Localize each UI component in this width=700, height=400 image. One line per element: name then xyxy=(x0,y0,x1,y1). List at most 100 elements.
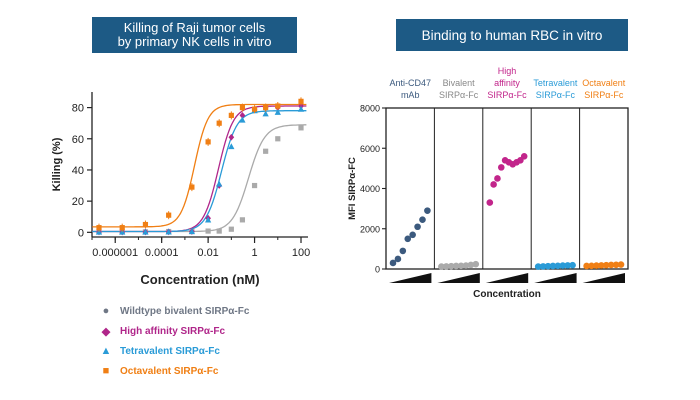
data-point xyxy=(490,181,497,188)
x-tick-label: 0.0001 xyxy=(145,247,179,259)
y-axis-label: Killing (%) xyxy=(51,137,63,191)
square-marker-icon: ■ xyxy=(102,365,110,377)
plot-frame xyxy=(385,107,629,270)
data-point xyxy=(205,139,211,145)
right-chart-title-text: Binding to human RBC in vitro xyxy=(421,27,603,43)
circle-marker-icon: ● xyxy=(102,305,110,317)
left-chart-title-line1: Killing of Raji tumor cells xyxy=(123,20,266,35)
y-tick-label: 6000 xyxy=(360,144,380,154)
data-point xyxy=(549,262,557,270)
data-point xyxy=(598,262,605,269)
y-tick-label: 60 xyxy=(72,134,84,146)
x-tick-label: 100 xyxy=(292,247,310,259)
data-point xyxy=(251,182,258,189)
data-point xyxy=(205,228,211,234)
group-label: Anti-CD47 xyxy=(389,78,431,88)
fit-curve xyxy=(92,110,307,233)
group-label: Bivalent xyxy=(443,78,476,88)
group-label: affinity xyxy=(494,78,520,88)
data-point xyxy=(228,143,235,150)
data-point xyxy=(612,261,620,269)
data-point xyxy=(263,104,269,111)
data-point xyxy=(275,136,281,142)
group-label: SIRPα-Fc xyxy=(536,90,576,100)
data-point xyxy=(216,180,223,187)
data-point xyxy=(438,263,445,270)
data-point xyxy=(216,228,222,234)
group-label: SIRPα-Fc xyxy=(487,90,527,100)
data-point xyxy=(262,110,269,117)
group-label: SIRPα-Fc xyxy=(439,90,479,100)
diamond-marker-icon: ◆ xyxy=(101,325,111,338)
y-tick-label: 80 xyxy=(72,103,84,115)
data-point xyxy=(467,261,475,269)
data-point xyxy=(564,262,571,269)
legend-item: ● Wildtype bivalent SIRPα-Fc xyxy=(98,301,250,321)
left-chart-title: Killing of Raji tumor cells by primary N… xyxy=(92,17,297,53)
data-point xyxy=(394,255,402,263)
x-tick-label: 0.01 xyxy=(197,247,218,259)
data-point xyxy=(228,226,234,232)
data-point xyxy=(443,263,450,270)
group-label: High xyxy=(498,66,517,76)
data-point xyxy=(228,133,235,141)
data-point xyxy=(216,120,222,126)
group-label: mAb xyxy=(401,90,420,100)
right-chart-title: Binding to human RBC in vitro xyxy=(396,19,628,51)
data-point xyxy=(520,153,528,160)
legend-label: High affinity SIRPα-Fc xyxy=(120,325,226,337)
y-tick-label: 8000 xyxy=(360,104,380,114)
data-point xyxy=(297,105,305,112)
y-tick-label: 40 xyxy=(72,165,84,177)
x-axis-label: Concentration xyxy=(473,289,541,300)
data-point xyxy=(409,231,416,239)
x-tick-label: 1 xyxy=(252,247,258,259)
data-point xyxy=(497,164,505,171)
y-tick-label: 20 xyxy=(72,196,84,208)
data-point xyxy=(274,108,281,115)
data-point xyxy=(486,199,494,206)
data-point xyxy=(583,262,590,270)
data-point xyxy=(263,148,269,154)
y-tick-label: 0 xyxy=(375,265,380,275)
data-point xyxy=(189,184,195,190)
data-point xyxy=(165,228,172,235)
data-point xyxy=(204,216,212,223)
data-point xyxy=(424,207,431,214)
legend-label: Octavalent SIRPα-Fc xyxy=(120,365,219,377)
data-point xyxy=(239,104,246,111)
data-point xyxy=(607,261,615,269)
data-point xyxy=(452,262,460,270)
data-point xyxy=(404,235,412,243)
group-label: Octavalent xyxy=(582,78,626,88)
concentration-wedge xyxy=(582,273,625,283)
group-label: SIRPα-Fc xyxy=(584,90,624,100)
left-chart-title-line2: by primary NK cells in vitro xyxy=(117,34,272,49)
data-point xyxy=(142,228,149,235)
data-point xyxy=(554,262,562,270)
data-point xyxy=(239,112,246,119)
legend: ● Wildtype bivalent SIRPα-Fc ◆ High affinit… xyxy=(98,301,250,381)
data-point xyxy=(298,125,304,131)
data-point xyxy=(239,116,246,123)
y-axis-label: MFI SIRPα-FC xyxy=(347,157,358,220)
data-point xyxy=(414,223,421,231)
data-point xyxy=(462,262,470,269)
data-point xyxy=(228,112,234,118)
triangle-marker-icon: ▲ xyxy=(100,345,112,357)
data-point xyxy=(494,175,501,182)
fit-curve xyxy=(92,103,307,228)
data-point xyxy=(419,216,426,223)
data-point xyxy=(96,225,102,231)
data-point xyxy=(275,103,281,109)
data-point xyxy=(447,262,455,270)
concentration-wedge xyxy=(437,273,480,283)
y-tick-label: 2000 xyxy=(360,224,380,234)
y-tick-label: 0 xyxy=(78,227,84,239)
legend-item: ◆ High affinity SIRPα-Fc xyxy=(98,321,249,341)
group-label: Tetravalent xyxy=(533,78,578,88)
legend-item: ■ Octavalent SIRPα-Fc xyxy=(98,361,249,381)
data-point xyxy=(593,262,600,269)
